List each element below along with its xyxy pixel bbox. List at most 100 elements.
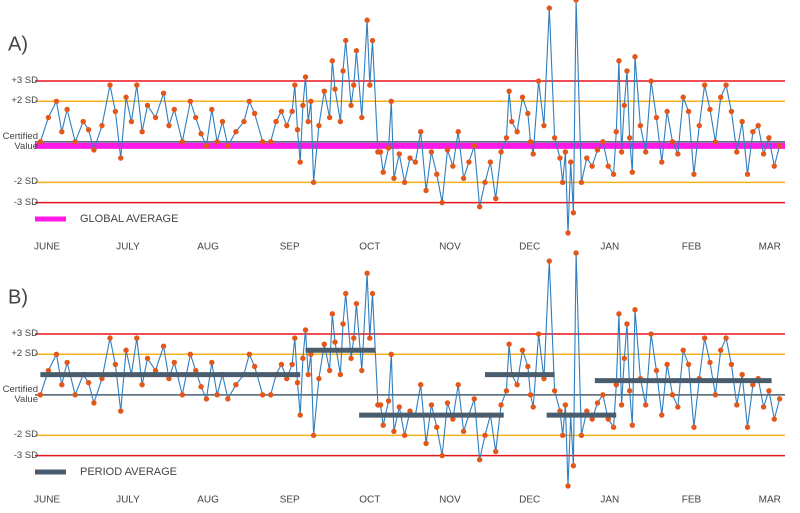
y-tick-label: -2 SD xyxy=(13,176,38,188)
data-point xyxy=(482,179,488,186)
data-point xyxy=(653,367,660,374)
data-point xyxy=(514,128,520,135)
data-point xyxy=(332,86,338,92)
data-point xyxy=(610,171,617,177)
data-point xyxy=(64,106,70,113)
data-point xyxy=(434,424,440,430)
data-point xyxy=(613,128,619,135)
data-point xyxy=(385,145,392,151)
data-point xyxy=(450,416,456,422)
y-tick-label: +2 SD xyxy=(11,95,38,107)
data-point xyxy=(152,367,159,374)
data-point xyxy=(584,155,590,161)
data-point xyxy=(134,335,140,341)
data-point xyxy=(460,428,467,434)
data-point xyxy=(696,122,702,129)
data-point xyxy=(321,341,327,347)
x-tick-label: SEP xyxy=(280,495,300,506)
y-tick-label: +3 SD xyxy=(11,328,38,340)
data-point xyxy=(766,388,772,394)
data-point xyxy=(251,110,258,117)
data-point xyxy=(685,108,692,115)
x-tick-label: AUG xyxy=(197,242,219,253)
data-point xyxy=(559,179,566,186)
data-point xyxy=(139,381,145,388)
data-point xyxy=(353,47,360,54)
data-point xyxy=(59,128,65,135)
data-point xyxy=(466,159,472,165)
data-point xyxy=(471,396,477,402)
data-point xyxy=(289,108,295,115)
data-point xyxy=(423,440,429,447)
data-point xyxy=(214,392,220,398)
legend-label: PERIOD AVERAGE xyxy=(80,466,177,478)
data-point xyxy=(310,179,317,186)
data-point xyxy=(292,335,298,341)
data-point xyxy=(551,388,558,394)
data-point xyxy=(284,122,290,129)
data-point xyxy=(343,37,349,44)
data-point xyxy=(589,163,595,169)
data-point xyxy=(209,106,215,113)
data-point xyxy=(332,339,338,345)
data-point xyxy=(364,17,370,23)
data-point xyxy=(771,163,777,169)
data-point xyxy=(476,456,483,463)
data-point xyxy=(53,98,60,105)
data-point xyxy=(380,422,386,428)
x-tick-label: DEC xyxy=(519,495,540,506)
data-point xyxy=(329,311,336,317)
data-point xyxy=(160,90,167,96)
data-point xyxy=(308,98,314,105)
data-point xyxy=(506,341,512,347)
data-point xyxy=(152,114,159,121)
data-point xyxy=(359,114,365,121)
data-point xyxy=(53,351,60,358)
data-point xyxy=(594,147,601,153)
data-point xyxy=(434,171,440,177)
data-point xyxy=(289,361,295,368)
data-point xyxy=(618,402,625,408)
data-point xyxy=(685,361,692,368)
data-point xyxy=(187,351,194,358)
data-point xyxy=(139,128,145,135)
data-point xyxy=(766,135,772,141)
data-point xyxy=(187,98,194,105)
data-point xyxy=(91,400,97,406)
x-tick-label: JAN xyxy=(600,495,619,506)
data-point xyxy=(377,402,384,408)
data-point xyxy=(353,300,360,307)
data-point xyxy=(193,367,199,374)
data-point xyxy=(391,428,397,434)
data-point xyxy=(225,143,231,149)
x-tick-label: MAR xyxy=(759,495,781,506)
data-point xyxy=(707,106,713,113)
data-point xyxy=(629,169,636,175)
data-point xyxy=(259,392,266,398)
data-point xyxy=(629,422,636,428)
data-point xyxy=(259,139,266,145)
data-point xyxy=(72,139,78,145)
data-point xyxy=(326,114,333,121)
data-point xyxy=(487,159,494,165)
data-point xyxy=(64,359,70,366)
x-tick-label: AUG xyxy=(197,495,219,506)
data-point xyxy=(659,159,665,165)
panel-label: A) xyxy=(8,33,28,55)
data-point xyxy=(776,396,783,402)
y-tick-label: -3 SD xyxy=(13,449,38,461)
data-point xyxy=(750,381,756,388)
y-tick-label: Certified Value xyxy=(2,130,38,152)
data-point xyxy=(45,367,52,374)
data-point xyxy=(225,396,231,402)
data-point xyxy=(367,82,373,88)
y-tick-label: +3 SD xyxy=(11,75,38,87)
data-point xyxy=(396,404,402,410)
data-point xyxy=(739,118,745,125)
data-point xyxy=(418,381,424,388)
data-point xyxy=(624,321,630,327)
data-point xyxy=(621,355,627,362)
data-point xyxy=(519,94,526,100)
data-point xyxy=(321,88,327,94)
data-point xyxy=(559,432,566,439)
